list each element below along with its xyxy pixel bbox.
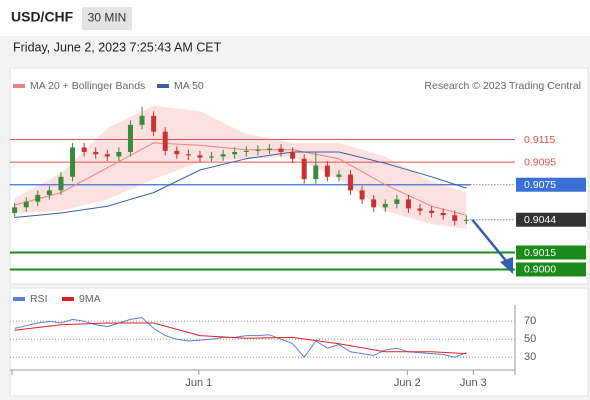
candle-body: [266, 148, 272, 150]
rsi-panel: [9, 287, 589, 397]
legend-swatch: [62, 297, 74, 301]
legend-label: 9MA: [79, 293, 101, 305]
candle-body: [255, 149, 261, 151]
candle-body: [23, 201, 29, 208]
bollinger-band: [14, 105, 467, 229]
candle-body: [104, 154, 110, 157]
source: Research © 2023 Trading Central: [424, 80, 581, 92]
candle-body: [324, 165, 330, 177]
candle-body: [417, 208, 423, 211]
candle-body: [58, 176, 64, 191]
level-label: 0.9044: [524, 214, 556, 226]
legend-label: MA 20 + Bollinger Bands: [30, 80, 145, 92]
level-label: 0.9075: [524, 179, 556, 191]
candle-body: [151, 115, 157, 132]
candle-body: [162, 131, 168, 151]
candle-body: [452, 215, 458, 221]
interval-box: [82, 7, 132, 30]
rsi-line: [14, 322, 467, 355]
candle-body: [382, 203, 388, 208]
level-label: 0.9115: [524, 134, 555, 146]
moving-average: [14, 151, 467, 218]
candle-body: [35, 194, 41, 202]
level-label: 0.9095: [524, 156, 556, 168]
candle-body: [139, 115, 145, 125]
interval: 30 MIN: [88, 11, 127, 25]
candle-body: [359, 190, 365, 200]
candle-body: [348, 174, 354, 191]
y-tick-label: 70: [524, 315, 536, 327]
candle-body: [70, 147, 76, 177]
candle-body: [116, 151, 122, 157]
candle-body: [46, 190, 52, 195]
candle-body: [301, 158, 307, 180]
candle-body: [371, 199, 377, 208]
candle-body: [405, 199, 411, 209]
legend-label: MA 50: [174, 80, 204, 92]
level-box: [516, 212, 586, 227]
candle-body: [81, 147, 87, 152]
candle-body: [336, 174, 342, 177]
candle-body: [220, 154, 226, 157]
symbol: USD/CHF: [11, 9, 74, 25]
legend-swatch: [157, 84, 169, 88]
timestamp: Friday, June 2, 2023 7:25:43 AM CET: [13, 40, 222, 54]
level-box: [516, 177, 586, 192]
x-tick-label: Jun 1: [185, 377, 212, 389]
x-tick-label: Jun 2: [394, 377, 421, 389]
candle-body: [290, 151, 296, 159]
candle-body: [93, 151, 99, 155]
candle-body: [440, 212, 446, 216]
candle-body: [209, 156, 215, 158]
candle-body: [127, 124, 133, 152]
candle-body: [197, 155, 203, 158]
legend-swatch: [13, 297, 25, 301]
candle-body: [429, 210, 435, 213]
candle-body: [243, 150, 249, 152]
legend-label: RSI: [30, 293, 48, 305]
level-label: 0.9000: [524, 264, 556, 276]
level-box: [516, 262, 586, 277]
rsi-line: [14, 317, 467, 359]
y-tick-label: 30: [524, 351, 536, 363]
legend-swatch: [13, 84, 25, 88]
y-tick-label: 50: [524, 333, 536, 345]
level-box: [516, 245, 586, 260]
x-tick-label: Jun 3: [460, 377, 487, 389]
candle-body: [12, 207, 18, 213]
candle-body: [174, 150, 180, 155]
candle-body: [278, 148, 284, 152]
price-panel: [9, 67, 589, 285]
candle-body: [232, 151, 238, 155]
candle-body: [394, 199, 400, 204]
forecast-arrow: [471, 218, 508, 263]
forecast-arrowhead: [500, 257, 513, 274]
candle-body: [463, 219, 469, 221]
candle-body: [185, 154, 191, 156]
candle-body: [313, 165, 319, 180]
level-label: 0.9015: [524, 247, 556, 259]
